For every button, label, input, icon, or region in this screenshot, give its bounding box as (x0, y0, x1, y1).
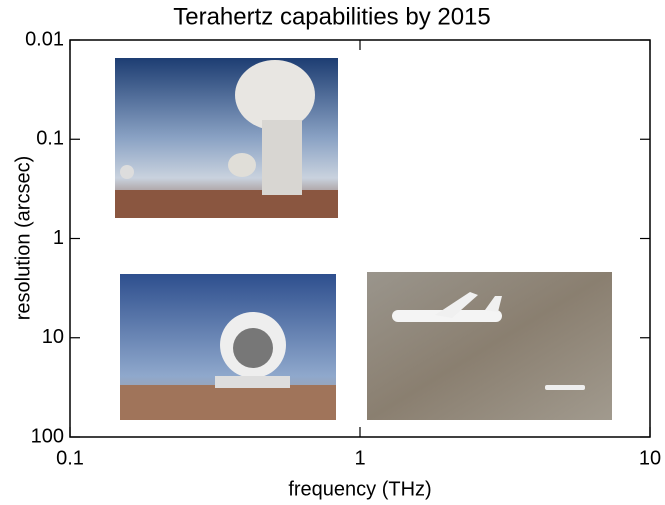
x-tick-label: 1 (354, 447, 365, 469)
y-tick-label: 0.01 (25, 28, 64, 50)
y-tick-label: 0.1 (36, 128, 64, 150)
x-axis-label: frequency (THz) (288, 478, 431, 500)
photo-alma (115, 58, 338, 218)
chart-title: Terahertz capabilities by 2015 (173, 3, 491, 30)
y-tick-label: 100 (31, 425, 64, 447)
x-tick-label: 0.1 (56, 447, 84, 469)
photo-sofia (367, 272, 612, 420)
y-tick-label: 1 (53, 227, 64, 249)
y-axis-label: resolution (arcsec) (12, 156, 34, 321)
photo-ccat (120, 274, 336, 420)
x-tick-label: 10 (639, 447, 661, 469)
y-tick-label: 10 (42, 326, 64, 348)
